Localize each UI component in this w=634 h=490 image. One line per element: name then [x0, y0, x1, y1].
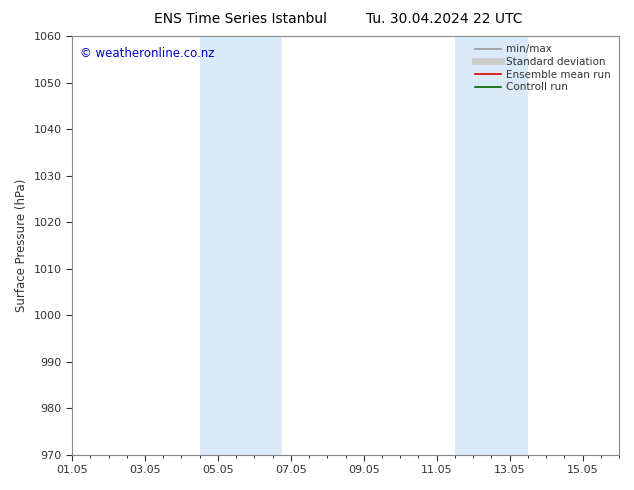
- Bar: [455, 36, 528, 455]
- Legend: min/max, Standard deviation, Ensemble mean run, Controll run: min/max, Standard deviation, Ensemble me…: [472, 41, 614, 96]
- Text: ENS Time Series Istanbul: ENS Time Series Istanbul: [155, 12, 327, 26]
- Y-axis label: Surface Pressure (hPa): Surface Pressure (hPa): [15, 179, 28, 312]
- Text: Tu. 30.04.2024 22 UTC: Tu. 30.04.2024 22 UTC: [366, 12, 522, 26]
- Bar: [200, 36, 281, 455]
- Text: © weatheronline.co.nz: © weatheronline.co.nz: [81, 47, 215, 60]
